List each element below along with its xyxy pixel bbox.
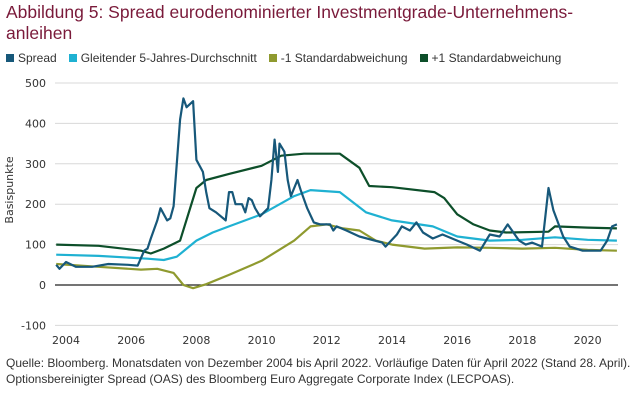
x-tick-label: 2018 bbox=[508, 334, 536, 347]
chart-title: Abbildung 5: Spread eurodenominierter In… bbox=[6, 2, 574, 43]
y-tick-label: 300 bbox=[25, 158, 46, 171]
series-line-spread bbox=[55, 97, 618, 270]
legend-item-spread: Spread bbox=[6, 51, 57, 65]
y-tick-label: 200 bbox=[25, 198, 46, 211]
y-tick-label: 400 bbox=[25, 117, 46, 130]
legend-label: -1 Standardabweichung bbox=[280, 51, 408, 65]
legend-item-average: Gleitender 5-Jahres-Durchschnitt bbox=[68, 51, 257, 65]
legend-swatch bbox=[6, 54, 14, 62]
x-tick-label: 2004 bbox=[52, 334, 80, 347]
line-chart: -100 0 100 200 300 400 500 2004 2006 2008 2010 2012… bbox=[3, 77, 618, 347]
legend-swatch bbox=[419, 54, 428, 62]
x-tick-label: 2012 bbox=[313, 334, 341, 347]
footnote: Quelle: Bloomberg. Monatsdaten von Dezem… bbox=[6, 356, 631, 386]
legend-item-plus-sd: +1 Standardabweichung bbox=[419, 51, 562, 65]
legend-swatch bbox=[68, 54, 77, 62]
y-axis-label: Basispunkte bbox=[3, 156, 16, 223]
x-tick-label: 2008 bbox=[182, 334, 210, 347]
legend-swatch bbox=[268, 54, 277, 62]
y-tick-label: 500 bbox=[25, 77, 46, 90]
x-tick-label: 2020 bbox=[574, 334, 602, 347]
x-tick-label: 2016 bbox=[443, 334, 471, 347]
y-tick-label: 0 bbox=[39, 279, 46, 292]
x-tick-label: 2010 bbox=[248, 334, 276, 347]
x-tick-label: 2014 bbox=[378, 334, 406, 347]
legend-item-minus-sd: -1 Standardabweichung bbox=[268, 51, 408, 65]
y-tick-label: -100 bbox=[21, 319, 46, 332]
series-line-minus-sd bbox=[56, 223, 617, 290]
legend-label: +1 Standardabweichung bbox=[431, 51, 562, 65]
legend-label: Spread bbox=[18, 51, 57, 65]
y-tick-label: 100 bbox=[25, 239, 46, 252]
legend-label: Gleitender 5-Jahres-Durchschnitt bbox=[80, 51, 257, 65]
series-line-average bbox=[56, 188, 617, 262]
x-tick-label: 2006 bbox=[117, 334, 145, 347]
legend: Spread Gleitender 5-Jahres-Durchschnitt … bbox=[6, 51, 561, 65]
